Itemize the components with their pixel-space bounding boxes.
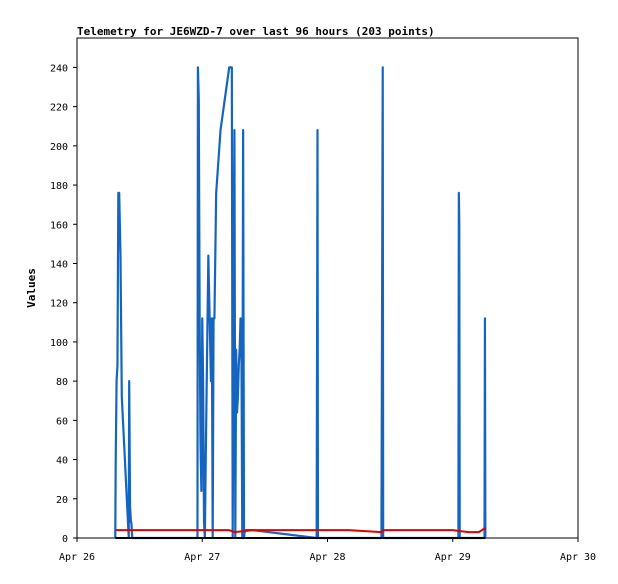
x-tick-label: Apr 26 bbox=[59, 552, 95, 563]
chart-title: Telemetry for JE6WZD-7 over last 96 hour… bbox=[77, 25, 435, 38]
y-tick-label: 240 bbox=[50, 63, 68, 74]
y-tick-label: 140 bbox=[50, 259, 68, 270]
x-tick-label: Apr 27 bbox=[184, 552, 220, 563]
y-tick-label: 80 bbox=[56, 377, 68, 388]
y-axis: 0 20 40 60 80 100 120 140 160 180 200 220 240 bbox=[50, 63, 77, 545]
plot-frame bbox=[76, 37, 579, 539]
x-tick-label: Apr 30 bbox=[560, 552, 596, 563]
y-axis-label: Values bbox=[25, 268, 38, 308]
y-tick-label: 120 bbox=[50, 299, 68, 310]
y-tick-label: 160 bbox=[50, 220, 68, 231]
x-tick-label: Apr 28 bbox=[309, 552, 345, 563]
y-tick-label: 0 bbox=[62, 534, 68, 545]
y-tick-label: 200 bbox=[50, 142, 68, 153]
series-line-2 bbox=[115, 527, 487, 534]
y-tick-label: 60 bbox=[56, 416, 68, 427]
x-tick-label: Apr 29 bbox=[435, 552, 471, 563]
series-line-1 bbox=[114, 66, 487, 540]
y-tick-label: 220 bbox=[50, 103, 68, 114]
y-tick-label: 20 bbox=[56, 495, 68, 506]
y-tick-label: 40 bbox=[56, 456, 68, 467]
y-tick-label: 100 bbox=[50, 338, 68, 349]
series-layer bbox=[114, 66, 487, 540]
y-tick-label: 180 bbox=[50, 181, 68, 192]
x-axis: Apr 26 Apr 27 Apr 28 Apr 29 Apr 30 bbox=[59, 538, 596, 563]
